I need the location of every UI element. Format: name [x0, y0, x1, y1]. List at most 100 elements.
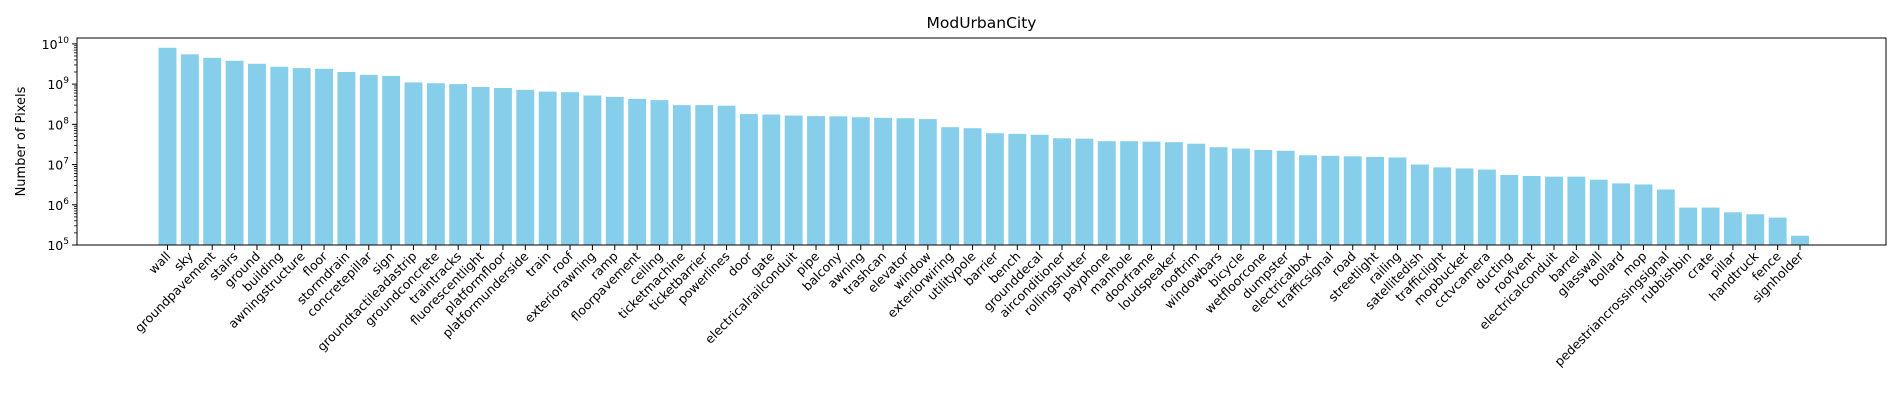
y-tick-base: 10: [47, 158, 63, 173]
bar-glasswall: [1589, 179, 1608, 245]
bar-fence: [1768, 217, 1787, 245]
bar-awningstructure: [292, 68, 311, 245]
bar-streetlight: [1366, 156, 1385, 245]
bar-trafficsignal: [1321, 155, 1340, 245]
bar-roof: [561, 92, 579, 246]
bar-traintracks: [449, 84, 468, 246]
bar-window: [918, 119, 937, 245]
bar-sky: [180, 54, 199, 246]
bar-powerlines: [717, 105, 736, 246]
bar-roofvent: [1522, 175, 1541, 245]
bar-gate: [762, 114, 781, 245]
bar-road: [1343, 156, 1362, 245]
bar-ground: [248, 63, 266, 245]
bar-wetfloorcone: [1254, 150, 1273, 245]
bar-floor: [315, 68, 333, 245]
bar-pedestriancrossingsignal: [1656, 189, 1675, 245]
bar-fluorescentlight: [471, 86, 490, 246]
bar-pillar: [1723, 212, 1742, 245]
bar-concretepillar: [359, 74, 378, 245]
bar-grounddecal: [1030, 134, 1049, 245]
bar-electricalconduit: [1545, 176, 1563, 245]
y-tick-label: 105: [47, 237, 69, 253]
bar-rollingshutter: [1075, 138, 1094, 245]
bar-airconditioner: [1053, 138, 1071, 245]
bar-awning: [851, 117, 870, 245]
bar-train: [538, 91, 557, 246]
bar-sign: [382, 75, 401, 245]
bar-groundpavement: [203, 57, 222, 245]
bar-ticketbarrier: [695, 105, 714, 245]
bar-barrel: [1567, 176, 1586, 245]
bar-platformunderside: [516, 89, 535, 245]
y-tick-label: 107: [47, 157, 69, 173]
y-tick-base: 10: [42, 37, 58, 52]
bar-rooftrim: [1187, 143, 1206, 245]
bar-balcony: [829, 116, 848, 246]
bar-windowbars: [1209, 147, 1228, 245]
bar-railing: [1388, 157, 1407, 245]
bar-satellitedish: [1410, 164, 1429, 245]
bar-groundtactileadastrip: [404, 82, 423, 245]
bar-mopbucket: [1455, 168, 1474, 245]
bar-bench: [1008, 133, 1027, 245]
bar-trafficlight: [1433, 167, 1452, 245]
bar-trashcan: [874, 117, 893, 245]
bar-exteriorawning: [583, 95, 602, 245]
bar-floorpavement: [628, 98, 647, 245]
bar-loudspeaker: [1164, 142, 1183, 245]
bar-barrier: [985, 133, 1004, 245]
bar-door: [739, 114, 758, 245]
bar-payphone: [1097, 141, 1116, 245]
bar-manhole: [1120, 141, 1139, 245]
bar-elevator: [896, 118, 915, 245]
y-axis-label: Number of Pixels: [14, 86, 29, 196]
y-tick-label: 109: [47, 76, 69, 92]
bar-pipe: [807, 116, 825, 245]
y-tick-exponent: 9: [63, 76, 69, 86]
x-tick-label: wall: [145, 249, 173, 277]
y-tick-base: 10: [47, 238, 63, 253]
bar-dumpster: [1276, 150, 1295, 245]
bar-ramp: [605, 96, 624, 245]
bar-exteriorwiring: [941, 127, 960, 245]
bar-cctvcamera: [1477, 169, 1496, 245]
y-tick-base: 10: [47, 77, 63, 92]
y-tick-label: 1010: [42, 36, 70, 52]
bar-building: [270, 66, 289, 245]
bar-ceiling: [650, 100, 669, 245]
bar-platformfloor: [494, 88, 512, 245]
bar-mop: [1634, 184, 1653, 245]
y-tick-exponent: 7: [63, 157, 69, 167]
bar-rubbishbin: [1679, 207, 1698, 245]
bar-electricalbox: [1299, 155, 1317, 245]
y-tick-base: 10: [47, 198, 63, 213]
bar-stormdrain: [337, 71, 356, 245]
y-tick-exponent: 5: [63, 237, 69, 247]
y-tick-exponent: 10: [58, 36, 70, 46]
y-tick-exponent: 8: [63, 116, 69, 126]
bar-signholder: [1791, 235, 1809, 245]
bar-ticketmachine: [672, 105, 691, 245]
y-tick-label: 106: [47, 197, 69, 213]
chart-title: ModUrbanCity: [927, 14, 1037, 32]
y-tick-exponent: 6: [63, 197, 69, 207]
bars-group: [158, 47, 1809, 246]
bar-crate: [1701, 207, 1720, 245]
y-tick-label: 108: [47, 116, 69, 132]
x-axis: wallskygroundpavementstairsgroundbuildin…: [132, 245, 1807, 369]
bar-ducting: [1500, 174, 1519, 245]
y-tick-base: 10: [47, 117, 63, 132]
bar-handtruck: [1746, 214, 1765, 245]
bar-bicycle: [1231, 148, 1250, 245]
bar-wall: [158, 47, 177, 245]
bar-stairs: [225, 60, 244, 245]
bar-electricalrailconduit: [784, 115, 803, 245]
bar-utilitypole: [963, 128, 982, 245]
bar-bollard: [1612, 183, 1631, 245]
bar-groundconcrete: [426, 83, 445, 246]
plot-frame: [76, 37, 1887, 246]
bar-doorframe: [1142, 141, 1161, 245]
